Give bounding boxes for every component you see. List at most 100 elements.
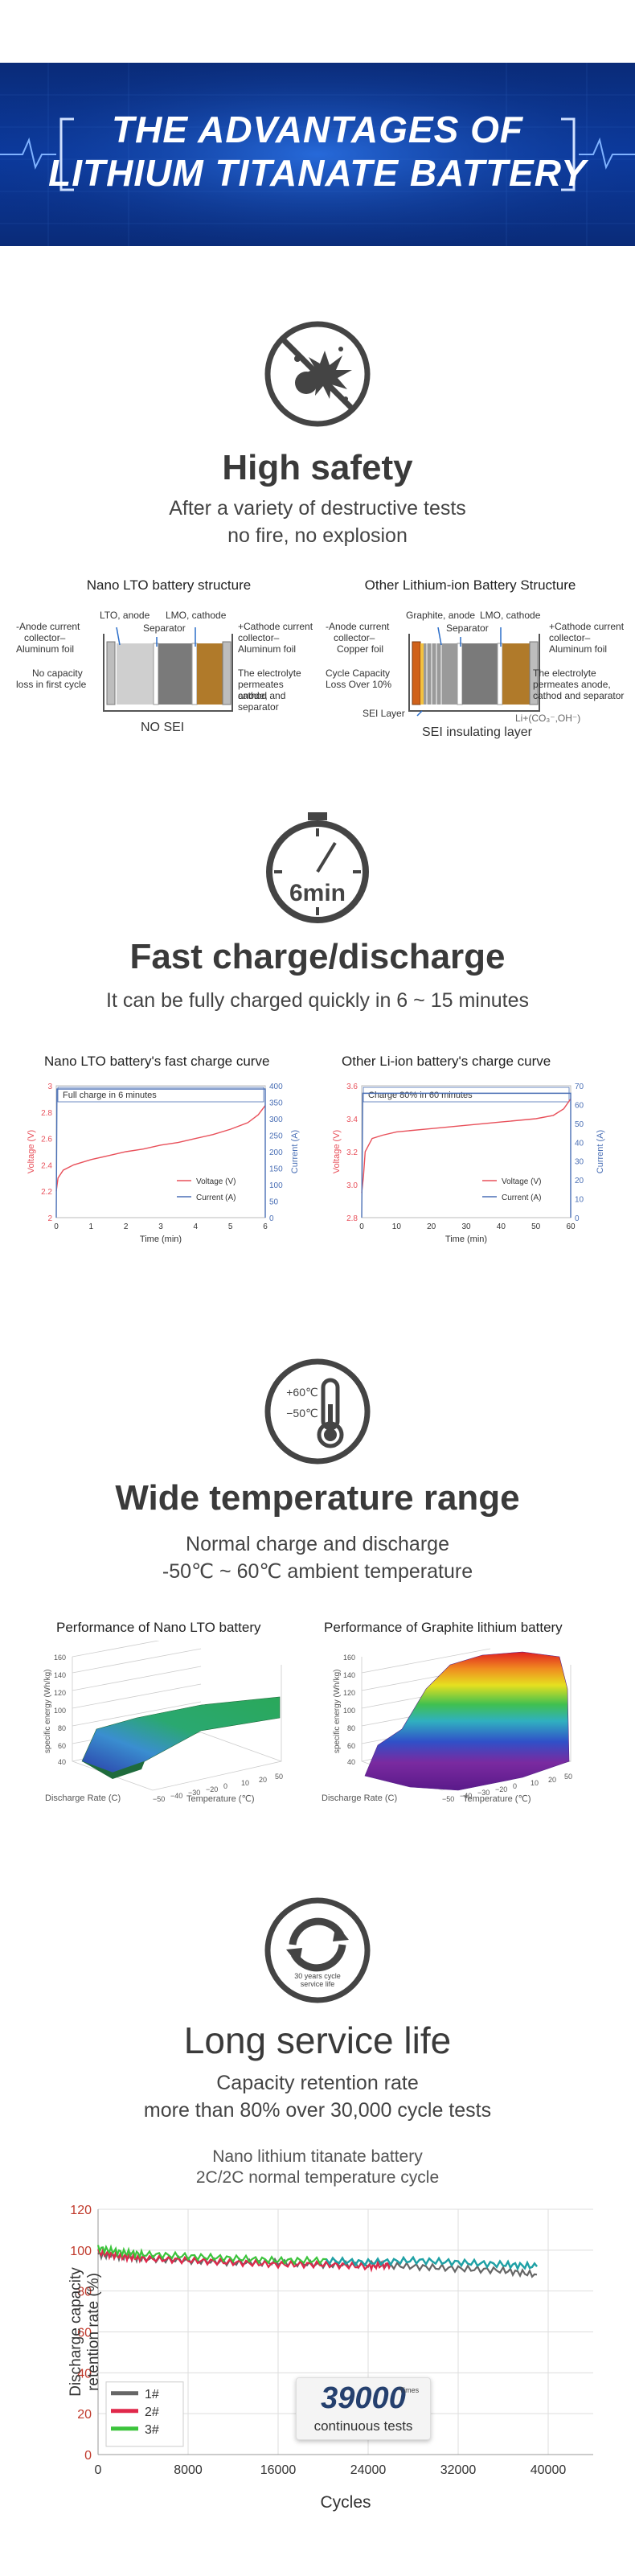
graphite-temp-chart-xlabel: Discharge Rate (C) [322, 1793, 398, 1803]
svg-text:40: 40 [58, 1758, 66, 1766]
lto-charge-chart-caption: Nano LTO battery's fast charge curve [44, 1054, 270, 1069]
svg-text:−30: −30 [188, 1789, 200, 1797]
other-charge-ytick: 3.2 [346, 1148, 358, 1157]
cycle-ylabel-line2: retention rate (%) [85, 2273, 102, 2391]
other-structure-diagram: Other Lithium-ion Battery Structure Grap… [326, 577, 631, 754]
safety-subtitle-2: no fire, no explosion [227, 524, 408, 547]
other-li-ion-label: Li+(CO₃⁻,OH⁻) [515, 713, 581, 724]
other-charge-voltage-line [361, 1098, 572, 1194]
lto-charge-legend-voltage: Voltage (V) [196, 1177, 236, 1186]
badge-number: 39000 [321, 2381, 406, 2415]
lto-right-4: The electrolyte [238, 668, 301, 679]
svg-text:140: 140 [343, 1671, 355, 1679]
lto-temp-chart-caption: Performance of Nano LTO battery [56, 1620, 261, 1635]
other-cell-drawing [408, 627, 540, 717]
cycle-chart-title-1: Nano lithium titanate battery [212, 2147, 423, 2166]
life-subtitle-2: more than 80% over 30,000 cycle tests [143, 2099, 492, 2122]
svg-text:80: 80 [347, 1724, 355, 1732]
other-left-3: Copper foil [337, 643, 384, 655]
other-charge-ytick: 2.8 [346, 1214, 358, 1223]
badge-times: Times [399, 2386, 420, 2394]
other-charge-xtick: 40 [497, 1222, 506, 1231]
svg-text:120: 120 [343, 1689, 355, 1697]
graphite-temperature-surface-chart: 160 140 120 100 80 60 40 −50 −40 −30 −20 0 10 2… [333, 1648, 572, 1803]
svg-text:−20: −20 [495, 1785, 507, 1793]
lto-right-5: permeates anode, [238, 679, 284, 701]
cycle-ytick: 60 [77, 2327, 92, 2340]
lto-charge-voltage-line [55, 1105, 266, 1192]
lto-charge-note: Full charge in 6 minutes [63, 1091, 157, 1100]
lto-charge-ylabel: Voltage (V) [27, 1130, 36, 1173]
lto-temp-chart-zlabel: specific energy (Wh/kg) [43, 1670, 52, 1753]
lto-left-2: collector– [24, 632, 66, 643]
other-charge-current-line [361, 1092, 572, 1218]
cycle-ytick: 20 [77, 2408, 92, 2422]
cycle-ytick: 100 [70, 2245, 92, 2258]
title-banner: THE ADVANTAGES OF LITHIUM TITANATE BATTE… [0, 63, 635, 246]
lto-charge-y2tick: 200 [269, 1148, 283, 1157]
safety-subtitle-1: After a variety of destructive tests [169, 497, 466, 520]
svg-text:120: 120 [54, 1689, 66, 1697]
lto-cell-drawing [103, 627, 233, 712]
banner-title-line1: THE ADVANTAGES OF [112, 109, 523, 150]
other-charge-y2tick: 40 [575, 1139, 584, 1148]
lto-right-1: +Cathode current [238, 621, 313, 632]
cycle-ylabel-line1: Discharge capacity [68, 2267, 84, 2397]
lto-charge-xtick: 6 [263, 1222, 268, 1231]
temp-title: Wide temperature range [115, 1478, 520, 1518]
other-right-4: The electrolyte [533, 668, 596, 679]
other-right-1: +Cathode current [549, 621, 625, 632]
other-charge-y2tick: 50 [575, 1120, 584, 1129]
cycle-ytick: 0 [84, 2449, 92, 2463]
cycle-xlabel: Cycles [320, 2493, 371, 2512]
svg-text:−50: −50 [442, 1795, 454, 1803]
other-charge-xtick: 30 [461, 1222, 471, 1231]
lto-charge-ytick: 2.8 [41, 1109, 52, 1118]
lto-temperature-surface-chart: 160 140 120 100 80 60 40 −50 −40 −30 −20 0 10 2… [43, 1641, 283, 1803]
svg-text:160: 160 [343, 1654, 355, 1662]
other-left-5: Loss Over 10% [326, 679, 392, 690]
lto-charge-xtick: 2 [124, 1222, 129, 1231]
svg-text:140: 140 [54, 1671, 66, 1679]
stopwatch-icon: 6min [266, 812, 369, 923]
cycle-ytick: 80 [77, 2286, 92, 2299]
lto-charge-y2tick: 250 [269, 1132, 283, 1141]
charge-title: Fast charge/discharge [129, 937, 506, 976]
safety-title: High safety [222, 448, 413, 487]
lto-charge-y2tick: 100 [269, 1181, 283, 1190]
svg-text:20: 20 [548, 1776, 556, 1784]
stopwatch-text: 6min [289, 880, 346, 906]
lto-anode-label: LTO, anode [100, 610, 150, 621]
cycle-xtick: 0 [95, 2463, 102, 2477]
other-left-2: collector– [334, 632, 375, 643]
lto-left-1: -Anode current [16, 621, 80, 632]
svg-text:20: 20 [259, 1776, 267, 1784]
lto-right-6: cathod and separator [238, 690, 286, 713]
cycle-xtick: 40000 [531, 2463, 567, 2477]
lto-charge-ytick: 3 [47, 1083, 52, 1091]
lto-charge-y2tick: 400 [269, 1083, 283, 1091]
svg-text:−30: −30 [477, 1789, 490, 1797]
other-right-2: collector– [549, 632, 591, 643]
cycle-icon-text-1: 30 years cycle [294, 1972, 341, 1980]
other-charge-y2label: Current (A) [596, 1130, 605, 1173]
cycle-xtick: 32000 [440, 2463, 477, 2477]
other-charge-ytick: 3.0 [346, 1181, 358, 1190]
lto-left-3: Aluminum foil [16, 643, 75, 655]
other-charge-xtick: 50 [531, 1222, 541, 1231]
other-sei-insulating-label: SEI insulating layer [422, 725, 532, 739]
lto-charge-xtick: 4 [194, 1222, 199, 1231]
lto-charge-chart: Full charge in 6 minutes 0 1 2 3 4 5 6 2 2.2 2.4 2.… [27, 1083, 300, 1244]
cycle-ytick: 120 [70, 2204, 92, 2217]
other-charge-y2tick: 10 [575, 1196, 584, 1205]
other-charge-ylabel: Voltage (V) [332, 1130, 342, 1173]
svg-text:−50: −50 [153, 1795, 165, 1803]
lto-charge-xtick: 0 [54, 1222, 59, 1231]
svg-text:100: 100 [343, 1707, 355, 1715]
banner-title-line2: LITHIUM TITANATE BATTERY [48, 152, 587, 194]
cycle-series-3-tail [326, 2255, 538, 2271]
lto-right-3: Aluminum foil [238, 643, 297, 655]
svg-text:80: 80 [58, 1724, 66, 1732]
thermometer-icon: +60℃ −50℃ [264, 1358, 371, 1465]
other-charge-ytick: 3.6 [346, 1083, 358, 1091]
